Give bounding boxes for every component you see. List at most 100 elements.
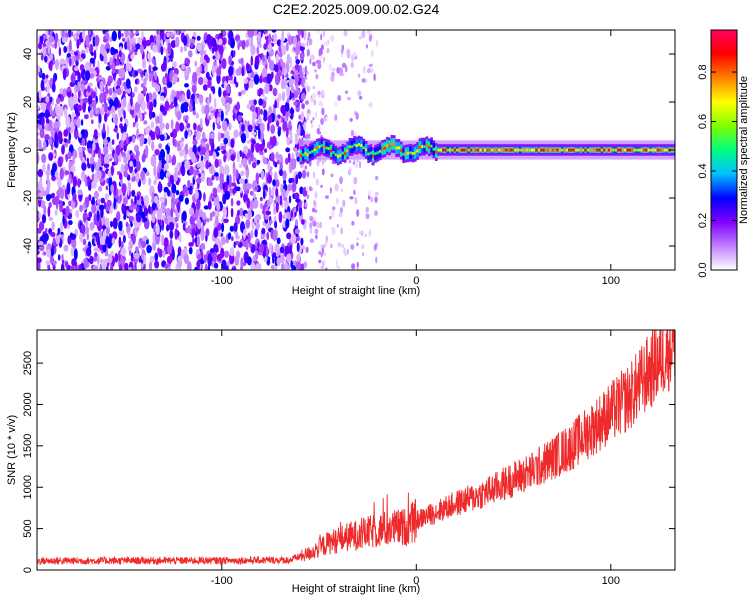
heatmap-cell [167,42,172,55]
heatmap-cell [117,106,123,118]
heatmap-cell [213,200,217,207]
heatmap-cell [253,99,257,106]
heatmap-cell [49,136,53,146]
heatmap-cell [107,253,113,264]
heatmap-cell [83,257,89,270]
heatmap-cell [182,210,187,222]
heatmap-cell [359,95,363,100]
heatmap-cell [41,72,46,80]
heatmap-cell [374,210,378,217]
heatmap-cell [273,160,276,167]
heatmap-cell [306,194,310,200]
heatmap-cell [145,238,149,245]
heatmap-cell [269,166,273,171]
heatmap-cell [78,133,82,139]
heatmap-cell [172,135,175,147]
heatmap-cell [312,86,315,90]
heatmap-cell [244,213,249,219]
signal-cell [372,154,375,158]
heatmap-cell [328,63,332,71]
heatmap-cell [184,143,189,155]
heatmap-cell [133,252,140,260]
heatmap-cell [234,255,240,266]
heatmap-cell [70,246,75,257]
signal-cell [661,148,664,152]
heatmap-cell [62,68,67,81]
heatmap-cell [187,225,191,234]
x-tick-label: 0 [413,275,419,287]
heatmap-cell [265,210,272,216]
heatmap-cell [293,101,298,106]
heatmap-cell [103,154,110,165]
heatmap-cell [89,109,94,119]
heatmap-cell [356,242,359,247]
heatmap-cell [119,46,123,52]
heatmap-cell [375,256,378,264]
heatmap-cell [134,222,139,229]
heatmap-cell [301,78,305,87]
heatmap-cell [102,122,106,135]
signal-cell [495,148,499,152]
signal-cell [549,148,552,152]
heatmap-cell [297,171,302,179]
signal-cell [437,148,440,152]
heatmap-cell [303,30,307,41]
signal-cell [493,148,496,152]
heatmap-cell [239,207,244,217]
heatmap-cell [315,60,319,64]
signal-cell [626,148,629,152]
heatmap-cell [151,141,155,151]
heatmap-cell [98,185,103,192]
heatmap-cell [254,55,260,66]
snr-frame [36,329,676,571]
heatmap-cell [64,170,70,175]
heatmap-cell [116,211,121,222]
heatmap-cell [318,250,322,255]
heatmap-cell [143,86,148,93]
heatmap-cell [73,66,79,72]
heatmap-cell [281,188,286,198]
heatmap-cell [212,55,216,60]
heatmap-cell [158,181,162,192]
heatmap-cell [308,160,312,167]
heatmap-cell [244,196,249,202]
heatmap-cell [325,267,328,270]
heatmap-cell [324,41,328,47]
x-tick-label: 100 [602,275,620,287]
heatmap-cell [156,208,162,221]
heatmap-cell [246,209,252,220]
heatmap-cell [334,183,339,192]
heatmap-cell [94,252,98,257]
heatmap-cell [50,126,55,138]
heatmap-cell [221,222,225,233]
heatmap-cell [312,207,316,213]
heatmap-cell [156,30,159,36]
heatmap-cell [172,61,177,68]
heatmap-cell [60,234,64,240]
heatmap-cell [316,127,320,135]
signal-cell [656,148,660,152]
heatmap-cell [209,112,214,119]
heatmap-cell [100,152,104,165]
signal-cell [470,148,473,152]
heatmap-cell [49,104,53,116]
heatmap-cell [137,68,143,74]
heatmap-cell [149,260,153,270]
heatmap-cell [160,234,165,246]
heatmap-cell [121,183,127,194]
heatmap-cell [356,209,360,217]
signal-cell [640,148,643,152]
heatmap-cell [295,151,299,158]
signal-cell [509,148,513,152]
heatmap-cell [114,113,118,126]
heatmap-cell [59,201,64,213]
signal-cell [624,148,627,152]
heatmap-cell [250,142,255,154]
heatmap-cell [58,46,62,57]
heatmap-cell [355,237,360,241]
heatmap-cell [174,216,178,223]
signal-cell [404,152,408,156]
heatmap-cell [200,172,206,182]
heatmap-cell [98,113,102,124]
heatmap-cell [285,157,289,165]
